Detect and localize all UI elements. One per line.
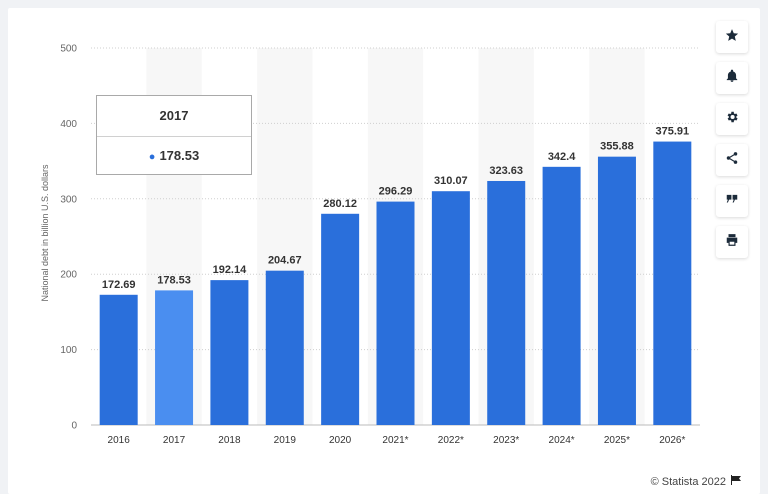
bar bbox=[265, 270, 304, 425]
bar-value-label: 323.63 bbox=[489, 165, 523, 177]
bar bbox=[487, 180, 526, 425]
bar-value-label: 355.88 bbox=[600, 141, 634, 153]
bar-value-label: 296.29 bbox=[379, 186, 413, 198]
x-tick-label: 2024* bbox=[549, 435, 575, 446]
bar-value-label: 342.4 bbox=[548, 151, 576, 163]
star-icon bbox=[725, 28, 739, 47]
bar-value-label: 178.53 bbox=[157, 274, 191, 286]
bar bbox=[99, 294, 138, 425]
y-tick-label: 100 bbox=[60, 345, 77, 356]
bar bbox=[653, 141, 692, 426]
x-tick-label: 2022* bbox=[438, 435, 464, 446]
x-tick-label: 2018 bbox=[218, 435, 241, 446]
x-tick-label: 2020 bbox=[329, 435, 352, 446]
tooltip: 2017 ● 178.53 bbox=[96, 95, 252, 175]
y-tick-label: 400 bbox=[60, 119, 77, 130]
settings-button[interactable] bbox=[716, 103, 748, 135]
statista-credit[interactable]: © Statista 2022 bbox=[651, 475, 742, 488]
bar-value-label: 204.67 bbox=[268, 255, 302, 267]
y-tick-label: 200 bbox=[60, 270, 77, 281]
bar bbox=[431, 191, 470, 425]
favorite-button[interactable] bbox=[716, 21, 748, 53]
x-tick-label: 2026* bbox=[659, 435, 685, 446]
series-dot-icon: ● bbox=[148, 151, 156, 163]
print-button[interactable] bbox=[716, 226, 748, 258]
notification-button[interactable] bbox=[716, 62, 748, 94]
gear-icon bbox=[725, 110, 739, 129]
share-icon bbox=[725, 151, 739, 170]
y-tick-label: 500 bbox=[60, 44, 77, 55]
share-button[interactable] bbox=[716, 144, 748, 176]
bar bbox=[597, 156, 636, 425]
tooltip-title: 2017 bbox=[97, 96, 251, 137]
x-tick-label: 2016 bbox=[108, 435, 131, 446]
credit-text: © Statista 2022 bbox=[650, 475, 726, 488]
x-tick-label: 2021* bbox=[382, 435, 408, 446]
print-icon bbox=[725, 233, 739, 252]
tooltip-row: ● 178.53 bbox=[97, 137, 251, 175]
bar-value-label: 310.07 bbox=[434, 175, 468, 187]
x-tick-label: 2025* bbox=[604, 435, 630, 446]
bar bbox=[542, 166, 581, 426]
flag-icon bbox=[730, 475, 742, 488]
cite-button[interactable] bbox=[716, 185, 748, 217]
bar bbox=[210, 280, 249, 425]
bar bbox=[321, 213, 360, 425]
quote-icon bbox=[725, 192, 739, 211]
x-tick-label: 2023* bbox=[493, 435, 519, 446]
bar-value-label: 280.12 bbox=[323, 198, 357, 210]
bar bbox=[376, 201, 415, 425]
toolbar bbox=[716, 21, 748, 267]
bar-value-label: 172.69 bbox=[102, 279, 136, 291]
bar bbox=[155, 290, 194, 425]
y-axis-label: National debt in billion U.S. dollars bbox=[40, 164, 50, 302]
x-tick-label: 2017 bbox=[163, 435, 186, 446]
y-tick-label: 300 bbox=[60, 194, 77, 205]
bell-icon bbox=[725, 69, 739, 88]
tooltip-value: 178.53 bbox=[159, 148, 200, 163]
y-tick-label: 0 bbox=[71, 421, 77, 432]
x-tick-label: 2019 bbox=[274, 435, 297, 446]
bar-value-label: 192.14 bbox=[213, 264, 248, 276]
bar-value-label: 375.91 bbox=[655, 126, 689, 138]
